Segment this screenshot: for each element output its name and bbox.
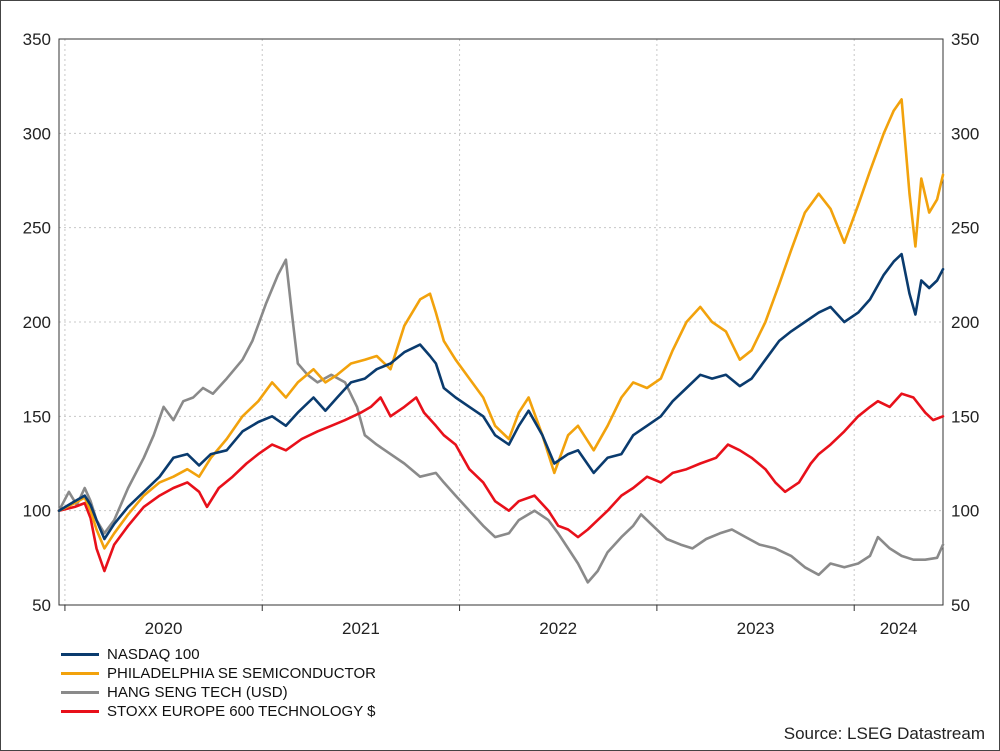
- axes: [58, 38, 944, 611]
- plot-area-border: [58, 38, 944, 606]
- y-tick-label-right: 300: [951, 124, 979, 143]
- x-tick-label: 2024: [880, 619, 918, 638]
- grid-lines: [59, 38, 943, 605]
- y-tick-label-left: 350: [23, 30, 51, 49]
- y-tick-label-right: 100: [951, 502, 979, 521]
- legend-item: PHILADELPHIA SE SEMICONDUCTOR: [61, 664, 376, 683]
- x-tick-label: 2022: [539, 619, 577, 638]
- x-tick-label: 2023: [737, 619, 775, 638]
- y-axis-right: 50 100 150 200 250 300 350: [951, 30, 979, 615]
- legend-swatch: [61, 691, 99, 694]
- series-lines: [57, 98, 945, 584]
- series-line-nasdaq-100: [57, 252, 945, 541]
- series-line-philadelphia-se-semiconductor: [57, 98, 945, 550]
- series-line-hang-seng-tech-usd: [57, 258, 945, 584]
- y-tick-label-left: 150: [23, 407, 51, 426]
- legend-label: STOXX EUROPE 600 TECHNOLOGY $: [107, 703, 376, 720]
- y-tick-label-left: 300: [23, 124, 51, 143]
- y-tick-label-left: 50: [32, 596, 51, 615]
- legend-label: NASDAQ 100: [107, 646, 200, 663]
- legend-item: STOXX EUROPE 600 TECHNOLOGY $: [61, 702, 376, 721]
- y-tick-label-right: 150: [951, 407, 979, 426]
- y-tick-label-left: 250: [23, 219, 51, 238]
- y-tick-label-right: 250: [951, 219, 979, 238]
- series-line-stoxx-europe-600-technology: [57, 392, 945, 573]
- x-tick-label: 2020: [145, 619, 183, 638]
- y-tick-label-right: 50: [951, 596, 970, 615]
- x-tick-label: 2021: [342, 619, 380, 638]
- y-tick-label-left: 100: [23, 502, 51, 521]
- source-note: Source: LSEG Datastream: [783, 724, 985, 743]
- y-tick-label-left: 200: [23, 313, 51, 332]
- legend-label: HANG SENG TECH (USD): [107, 684, 288, 701]
- x-axis: 2020 2021 2022 2023 2024: [145, 619, 918, 638]
- legend: NASDAQ 100 PHILADELPHIA SE SEMICONDUCTOR H…: [61, 645, 376, 721]
- legend-label: PHILADELPHIA SE SEMICONDUCTOR: [107, 665, 376, 682]
- legend-swatch: [61, 672, 99, 675]
- legend-item: NASDAQ 100: [61, 645, 376, 664]
- legend-item: HANG SENG TECH (USD): [61, 683, 376, 702]
- y-tick-label-right: 350: [951, 30, 979, 49]
- legend-swatch: [61, 710, 99, 713]
- y-axis-left: 50 100 150 200 250 300 350: [23, 30, 51, 615]
- legend-swatch: [61, 653, 99, 656]
- y-tick-label-right: 200: [951, 313, 979, 332]
